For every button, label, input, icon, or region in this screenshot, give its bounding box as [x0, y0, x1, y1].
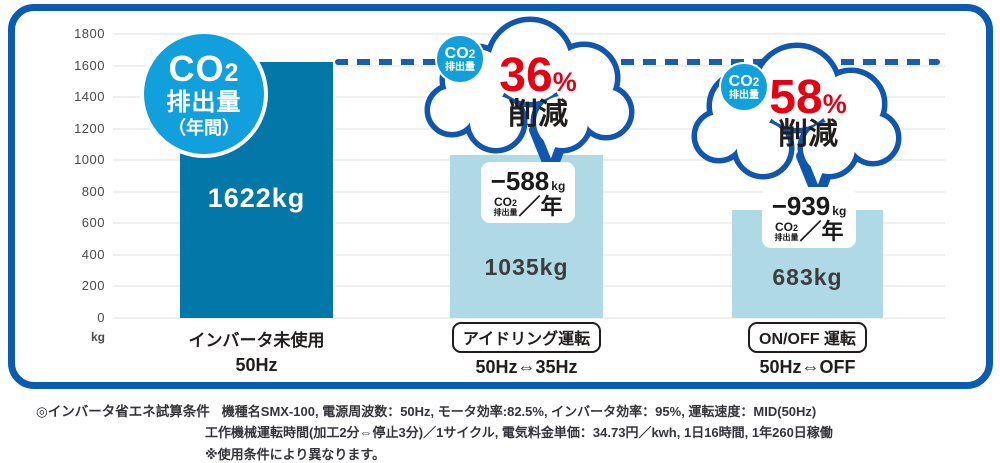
- delta-amount: −939 kg: [772, 193, 847, 219]
- category-frequency: 50Hz: [235, 355, 278, 375]
- co2-emission-stack: CO2 排出量: [493, 196, 517, 217]
- co2-emission-badge: CO2 排出量: [719, 62, 769, 112]
- co2-text: CO: [728, 72, 753, 90]
- co2-emission-badge: CO2 排出量: [435, 34, 485, 84]
- per-year-label: ／年: [799, 218, 844, 244]
- category-frequency: 50Hz⇔OFF: [759, 357, 856, 377]
- y-axis-tick-label: 600: [81, 215, 105, 231]
- co2-title-badge: CO2 排出量 （年間）: [140, 30, 268, 158]
- emission-label: 排出量: [445, 61, 475, 73]
- percent-value: 36: [499, 49, 553, 102]
- percent-value: 58: [769, 71, 823, 124]
- co2-text: CO: [168, 48, 225, 89]
- y-axis-tick-label: 1400: [74, 89, 105, 105]
- emission-label: 排出量: [729, 89, 759, 101]
- co2-subscript: 2: [752, 74, 760, 89]
- y-axis-tick-label: 1600: [74, 57, 105, 73]
- conditions-text: 機種名SMX-100, 電源周波数：50Hz, モータ効率:82.5%, インバ…: [221, 404, 817, 419]
- co2-emission-stack: CO2 排出量: [774, 221, 798, 242]
- bar-value-label: 1622kg: [207, 183, 306, 214]
- co2-text: CO: [774, 220, 793, 234]
- y-axis-tick-label: 1200: [74, 120, 105, 136]
- y-axis-tick-label: 200: [81, 278, 105, 294]
- delta-amount: −588 kg: [491, 168, 566, 194]
- bar-value-label: 1035kg: [484, 253, 569, 280]
- bar-value-label: 683kg: [772, 264, 843, 291]
- reduction-percent: 58%: [728, 74, 888, 122]
- co2-text: CO: [444, 44, 469, 62]
- emission-label: 排出量: [166, 89, 242, 116]
- category-name: アイドリング運転: [451, 322, 602, 353]
- y-axis-tick-label: 0: [97, 310, 105, 325]
- co2-subscript: 2: [224, 59, 240, 87]
- category-name: ON/OFF 運転: [748, 322, 867, 353]
- y-axis-unit: kg: [90, 330, 105, 344]
- delta-value: −588: [490, 165, 550, 196]
- co2-label: CO2: [494, 196, 517, 208]
- co2-subscript: 2: [511, 198, 517, 208]
- emission-label: 排出量: [774, 233, 799, 242]
- category-name: インバータ未使用: [188, 331, 325, 350]
- footnote-operating-time: 工作機械運転時間(加工2分⇔停止3分)／1サイクル, 電気料金単価：34.73円…: [205, 425, 833, 440]
- co2-subscript: 2: [468, 46, 476, 61]
- footnote-conditions: ◎インバータ省エネ試算条件 機種名SMX-100, 電源周波数：50Hz, モータ…: [36, 400, 816, 420]
- percent-sign: %: [822, 89, 847, 119]
- emission-label: 排出量: [493, 208, 518, 217]
- co2-label: CO2: [775, 221, 798, 233]
- delta-box-idling: −588 kg CO2 排出量 ／年: [481, 162, 575, 223]
- footnote-disclaimer: ※使用条件により異なります。: [205, 447, 386, 462]
- reference-dashed-line: [335, 59, 940, 66]
- delta-per-year: CO2 排出量 ／年: [774, 218, 844, 244]
- percent-sign: %: [552, 67, 577, 97]
- co2-subscript: 2: [792, 223, 798, 233]
- x-label-onoff: ON/OFF 運転 50Hz⇔OFF: [722, 322, 893, 378]
- per-year-label: ／年: [518, 193, 563, 219]
- annual-label: （年間）: [168, 118, 240, 138]
- delta-unit: kg: [551, 178, 566, 193]
- x-label-idling: アイドリング運転 50Hz⇔35Hz: [440, 322, 613, 378]
- delta-box-onoff: −939 kg CO2 排出量 ／年: [762, 187, 856, 248]
- gridline: [113, 127, 945, 130]
- y-axis-tick-label: 1000: [74, 152, 105, 168]
- y-axis-tick-label: 800: [81, 183, 105, 199]
- category-frequency: 50Hz⇔35Hz: [475, 357, 578, 377]
- co2-text: CO: [493, 195, 512, 209]
- delta-value: −939: [771, 190, 831, 221]
- gridline: [113, 317, 945, 319]
- co2-label: CO2: [169, 51, 240, 87]
- y-axis-tick-label: 1800: [74, 26, 105, 41]
- reduction-percent: 36%: [458, 52, 618, 100]
- reduction-word: 削減: [778, 118, 838, 151]
- conditions-title: ◎インバータ省エネ試算条件: [36, 404, 210, 419]
- y-axis-tick-label: 400: [81, 246, 105, 262]
- speech-cloud-icon: [424, 16, 635, 177]
- delta-unit: kg: [832, 203, 847, 218]
- x-label-inverter-unused: インバータ未使用 50Hz: [178, 326, 335, 376]
- delta-per-year: CO2 排出量 ／年: [493, 193, 563, 219]
- co2-label: CO2: [444, 44, 476, 62]
- reduction-word: 削減: [508, 98, 568, 131]
- co2-label: CO2: [728, 72, 760, 90]
